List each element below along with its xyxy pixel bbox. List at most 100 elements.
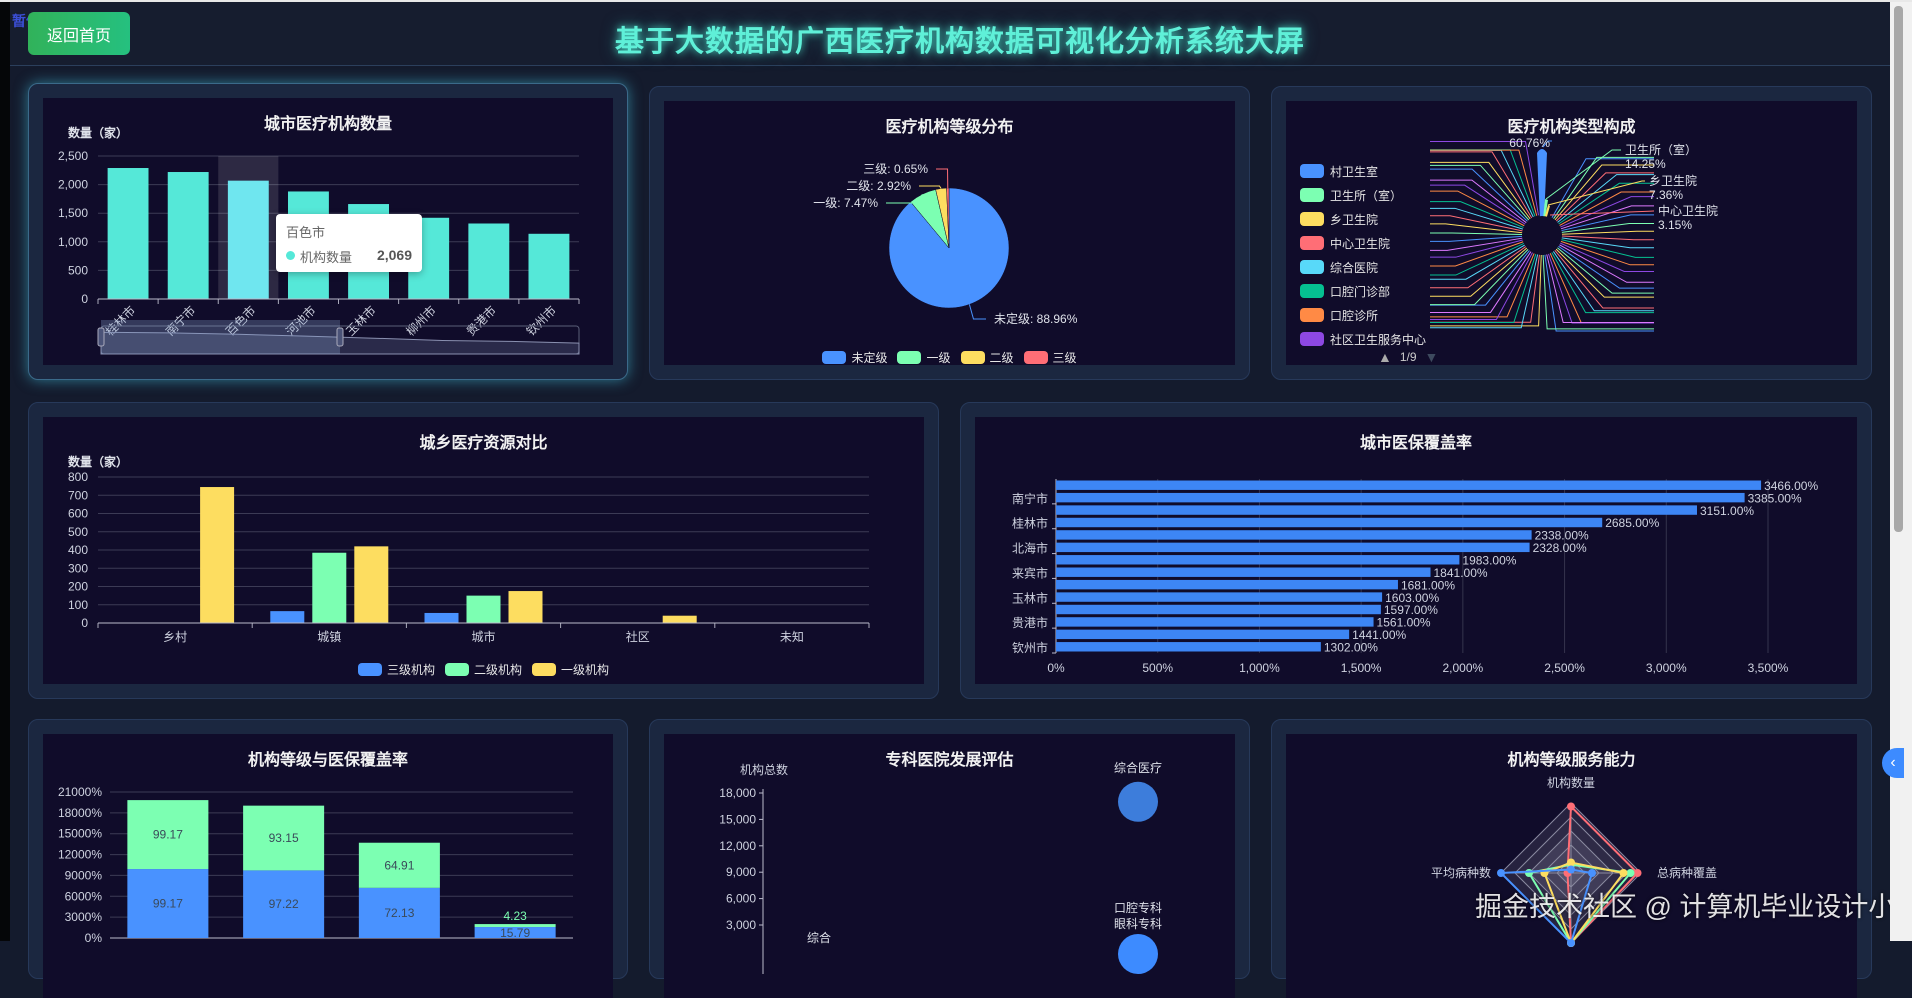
x-tick-label: 乡村 bbox=[163, 630, 187, 644]
x-tick-label: 城市 bbox=[471, 629, 495, 644]
scatter-point-综合医疗 bbox=[1118, 782, 1158, 822]
y-tick-label: 12000% bbox=[58, 848, 102, 862]
y-tick-label: 3,000 bbox=[726, 918, 756, 932]
legend-item-三级[interactable]: 三级 bbox=[1024, 349, 1077, 365]
bar-value-label: 2328.00% bbox=[1533, 541, 1587, 555]
legend-item-三级机构[interactable]: 三级机构 bbox=[358, 661, 435, 678]
radar-point bbox=[1634, 869, 1642, 877]
legend-label: 未定级 bbox=[851, 349, 887, 365]
scrollbar[interactable] bbox=[1890, 2, 1912, 941]
grade-insurance-svg: 0%3000%6000%9000%12000%15000%18000%21000… bbox=[43, 734, 613, 974]
bar-value-label: 72.13 bbox=[384, 906, 414, 920]
radar-point bbox=[1497, 869, 1505, 877]
bar-value-label: 99.17 bbox=[153, 828, 183, 842]
header: 基于大数据的广西医疗机构数据可视化分析系统大屏 bbox=[10, 2, 1890, 66]
y-tick-label: 南宁市 bbox=[1012, 491, 1048, 506]
legend-item-村卫生室[interactable]: 村卫生室 bbox=[1300, 159, 1426, 183]
legend-item-乡卫生院[interactable]: 乡卫生院 bbox=[1300, 207, 1426, 231]
y-tick-label: 300 bbox=[68, 561, 88, 575]
tooltip: 百色市 机构数量 2,069 bbox=[276, 214, 422, 272]
bar-钦州市 bbox=[528, 234, 569, 299]
legend: 未定级一级二级三级 bbox=[664, 349, 1235, 365]
page-up-icon[interactable]: ▲ bbox=[1378, 349, 1392, 365]
legend-label: 二级机构 bbox=[474, 661, 522, 678]
x-tick-label: 1,000% bbox=[1239, 661, 1280, 675]
radar-point bbox=[1627, 869, 1635, 877]
y-tick-label: 21000% bbox=[58, 785, 102, 799]
bar bbox=[1056, 518, 1602, 527]
x-tick-label: 3,500% bbox=[1748, 661, 1789, 675]
minor-slice-label-line bbox=[1430, 208, 1523, 229]
x-tick-label: 3,000% bbox=[1646, 661, 1687, 675]
legend-item-未定级[interactable]: 未定级 bbox=[822, 349, 887, 365]
datazoom-handle-left bbox=[98, 328, 104, 346]
minor-slice-label-line bbox=[1555, 250, 1654, 308]
chevron-left-icon[interactable]: ‹ bbox=[1882, 748, 1904, 778]
legend-item-一级机构[interactable]: 一级机构 bbox=[532, 661, 609, 678]
tooltip-series-dot bbox=[286, 251, 295, 260]
legend-item-中心卫生院[interactable]: 中心卫生院 bbox=[1300, 231, 1426, 255]
back-home-button[interactable]: 返回首页 bbox=[28, 12, 130, 55]
legend-swatch bbox=[532, 663, 556, 676]
point-label: 眼科专科 bbox=[1114, 916, 1162, 931]
legend-swatch bbox=[1024, 351, 1048, 364]
bar-二级机构-城镇 bbox=[312, 553, 346, 623]
legend-swatch bbox=[1300, 332, 1324, 346]
legend-item-社区卫生服务中心[interactable]: 社区卫生服务中心 bbox=[1300, 327, 1426, 351]
y-tick-label: 桂林市 bbox=[1012, 516, 1048, 531]
bar-value-label: 3385.00% bbox=[1748, 491, 1802, 505]
label-line bbox=[969, 304, 986, 319]
legend-item-口腔诊所[interactable]: 口腔诊所 bbox=[1300, 303, 1426, 327]
legend-item-口腔门诊部[interactable]: 口腔门诊部 bbox=[1300, 279, 1426, 303]
minor-slice-label-line bbox=[1430, 165, 1529, 220]
y-tick-label: 0% bbox=[85, 931, 103, 945]
slice-percent-label: 14.25% bbox=[1625, 157, 1666, 171]
page-title: 基于大数据的广西医疗机构数据可视化分析系统大屏 bbox=[10, 18, 1910, 60]
chart-insurance-coverage[interactable]: 城市医保覆盖率 0%500%1,000%1,500%2,000%2,500%3,… bbox=[975, 417, 1857, 684]
bar bbox=[1056, 505, 1697, 514]
legend-item-一级[interactable]: 一级 bbox=[897, 349, 950, 365]
stacked-bar-segment bbox=[475, 924, 556, 927]
label-line bbox=[1548, 181, 1645, 205]
y-tick-label: 玉林市 bbox=[1012, 590, 1048, 605]
datazoom-handle-right bbox=[337, 328, 343, 346]
y-axis-title: 数量（家） bbox=[68, 454, 128, 469]
pie-label: 二级: 2.92% bbox=[846, 179, 911, 193]
legend-item-卫生所（室）[interactable]: 卫生所（室） bbox=[1300, 183, 1426, 207]
bar-value-label: 2685.00% bbox=[1605, 516, 1659, 530]
radar-indicator-label: 机构数量 bbox=[1547, 775, 1595, 790]
slice-percent-label: 60.76% bbox=[1509, 136, 1550, 150]
bar-一级机构-社区 bbox=[663, 616, 697, 623]
legend-item-二级机构[interactable]: 二级机构 bbox=[445, 661, 522, 678]
chart-grade-vs-insurance[interactable]: 机构等级与医保覆盖率 0%3000%6000%9000%12000%15000%… bbox=[43, 734, 613, 998]
legend-item-二级[interactable]: 二级 bbox=[961, 349, 1014, 365]
panel-city-count: 城市医疗机构数量 数量（家）05001,0001,5002,0002,500桂林… bbox=[28, 83, 628, 380]
legend-label: 社区卫生服务中心 bbox=[1330, 331, 1426, 348]
y-tick-label: 15,000 bbox=[719, 812, 756, 826]
y-axis-title: 机构总数 bbox=[740, 762, 788, 777]
scrollbar-thumb[interactable] bbox=[1894, 6, 1903, 532]
legend-label: 三级机构 bbox=[387, 661, 435, 678]
chart-service-capacity[interactable]: 机构等级服务能力 机构数量平均病种数总病种覆盖 bbox=[1286, 734, 1857, 998]
page-down-icon[interactable]: ▼ bbox=[1425, 349, 1439, 365]
chart-grade-distribution[interactable]: 医疗机构等级分布 未定级: 88.96%一级: 7.47%二级: 2.92%三级… bbox=[664, 101, 1235, 365]
y-tick-label: 0 bbox=[81, 292, 88, 306]
y-tick-label: 1,500 bbox=[58, 206, 88, 220]
legend: 村卫生室卫生所（室）乡卫生院中心卫生院综合医院口腔门诊部口腔诊所社区卫生服务中心 bbox=[1300, 159, 1426, 351]
legend-item-综合医院[interactable]: 综合医院 bbox=[1300, 255, 1426, 279]
x-tick-label: 未知 bbox=[780, 630, 804, 644]
rose-hole bbox=[1523, 216, 1561, 254]
minor-slice-label-line bbox=[1561, 240, 1654, 258]
bar bbox=[1056, 580, 1398, 589]
chart-city-count[interactable]: 城市医疗机构数量 数量（家）05001,0001,5002,0002,500桂林… bbox=[43, 98, 613, 365]
window-left-edge bbox=[0, 2, 10, 941]
specialty-scatter-svg: 机构总数3,0006,0009,00012,00015,00018,000综合医… bbox=[664, 734, 1235, 974]
x-tick-label: 贵港市 bbox=[463, 303, 499, 339]
y-tick-label: 6,000 bbox=[726, 892, 756, 906]
minor-slice-label-line bbox=[1430, 252, 1531, 313]
